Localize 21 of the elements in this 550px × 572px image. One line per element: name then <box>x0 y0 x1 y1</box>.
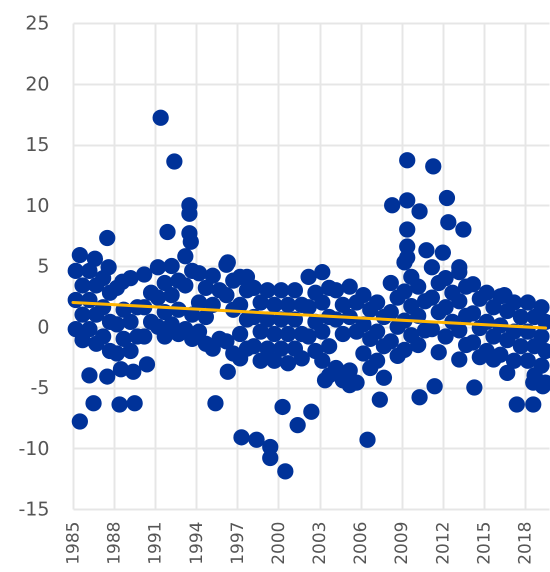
x-tick-label: 1994 <box>186 522 207 565</box>
x-tick-label: 2012 <box>433 522 454 565</box>
y-tick-label: 25 <box>25 12 50 34</box>
y-tick-label: 15 <box>25 134 50 156</box>
x-tick-label: 2006 <box>351 522 372 565</box>
x-tick-label: 2003 <box>310 522 330 565</box>
x-tick-label: 2009 <box>392 522 412 565</box>
x-tick-label: 1991 <box>146 522 166 565</box>
x-tick-label: 2015 <box>474 522 494 565</box>
x-tick-label: 2018 <box>516 522 536 565</box>
y-tick-label: 0 <box>37 316 50 338</box>
y-tick-label: 10 <box>25 194 50 217</box>
x-tick-label: 2000 <box>268 522 289 565</box>
y-tick-label: -5 <box>30 377 50 399</box>
y-tick-label: -15 <box>18 498 50 520</box>
y-tick-label: -10 <box>18 438 50 460</box>
x-tick-label: 1997 <box>228 522 248 565</box>
y-tick-label: 5 <box>37 256 50 278</box>
x-tick-label: 1988 <box>104 522 125 565</box>
x-tick-label: 1985 <box>64 522 84 565</box>
y-tick-label: 20 <box>25 73 50 96</box>
